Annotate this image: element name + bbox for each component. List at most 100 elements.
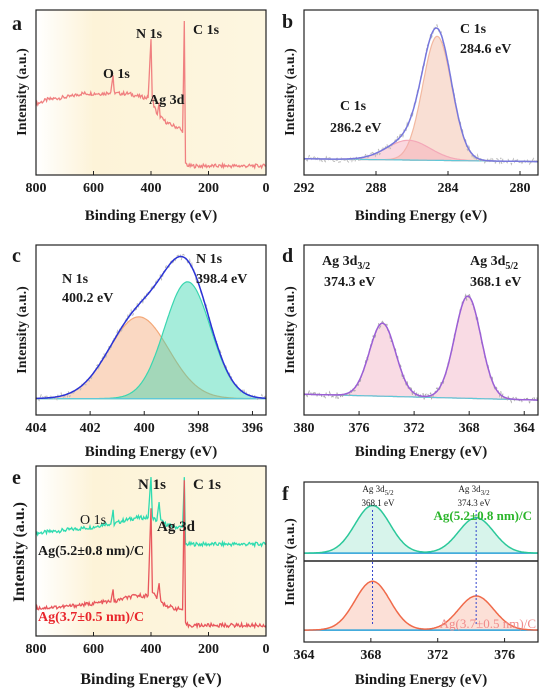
panel-f-fill-1 xyxy=(304,581,538,631)
panel-e-ylabel: Intensity (a.u.) xyxy=(11,502,28,602)
panel-a-annotation-n1s: N 1s xyxy=(136,27,163,42)
panel-d-letter: d xyxy=(282,245,293,267)
panel-a-tick-label: 200 xyxy=(198,181,219,196)
panel-c-frame xyxy=(35,244,267,416)
panel-d: d Intensity (a.u.) Binding Energy (eV) 3… xyxy=(282,244,539,460)
panel-e-tick-label: 0 xyxy=(263,642,270,657)
panel-f-annotation-ag3d52: Ag 3d5/2 xyxy=(362,484,394,497)
panel-d-raw-data xyxy=(303,291,539,404)
panel-d-plot xyxy=(303,291,539,404)
panel-e-tick-label: 200 xyxy=(198,642,219,657)
panel-e-letter: e xyxy=(12,467,21,489)
panel-a-xticks: 800 600 400 200 0 xyxy=(26,171,270,196)
panel-d-annotation-ag3d52: Ag 3d5/2 xyxy=(470,254,518,272)
panel-b-envelope xyxy=(304,27,538,163)
panel-b-xticks: 292 288 284 280 xyxy=(294,171,531,196)
panel-d-annotation-3743: 374.3 eV xyxy=(324,275,375,290)
panel-c-xlabel: Binding Energy (eV) xyxy=(85,444,218,460)
panel-a-annotation-o1s: O 1s xyxy=(103,67,130,82)
panel-e-annotation-ag3d: Ag 3d xyxy=(157,519,196,535)
panel-b-plot xyxy=(303,24,539,166)
panel-f-annotation-3681: 368.1 eV xyxy=(362,498,395,508)
panel-d-peak-1 xyxy=(303,295,538,401)
panel-e-tick-label: 400 xyxy=(141,642,162,657)
panel-c-tick-label: 404 xyxy=(26,421,47,436)
panel-d-frame xyxy=(303,244,539,416)
panel-a-series-0 xyxy=(35,20,266,170)
panel-c-tick-label: 398 xyxy=(188,421,209,436)
panel-f-letter: f xyxy=(282,483,289,505)
panel-d-annotation-3681: 368.1 eV xyxy=(470,275,521,290)
panel-b: b Intensity (a.u.) Binding Energy (eV) 2… xyxy=(282,9,539,224)
panel-c-plot xyxy=(35,253,267,402)
panel-e-annotation-c1s: C 1s xyxy=(193,477,221,493)
panel-b-tick-label: 288 xyxy=(366,181,387,196)
panel-a-background xyxy=(36,10,266,175)
panel-e-label-52nm: Ag(5.2±0.8 nm)/C xyxy=(38,544,144,559)
panel-c-annotation-n1s-right: N 1s xyxy=(196,252,223,267)
panel-f-annotation-ag3d32: Ag 3d3/2 xyxy=(458,484,490,497)
panel-e-tick-label: 600 xyxy=(83,642,104,657)
panel-a-letter: a xyxy=(12,13,22,35)
panel-d-peak-0 xyxy=(303,322,538,401)
panel-b-annotation-c1s-main: C 1s xyxy=(460,22,487,37)
panel-a-plot xyxy=(35,20,266,170)
panel-b-letter: b xyxy=(282,11,293,33)
panel-c-tick-label: 400 xyxy=(134,421,155,436)
panel-f-fill-0 xyxy=(304,505,538,554)
panel-c-tick-label: 396 xyxy=(242,421,263,436)
panel-e-annotation-n1s: N 1s xyxy=(138,477,166,493)
panel-a-tick-label: 800 xyxy=(26,181,47,196)
panel-e: e Intensity (a.u.) Binding Energy (eV) 8… xyxy=(11,465,270,688)
panel-b-tick-label: 280 xyxy=(510,181,531,196)
panel-c-letter: c xyxy=(12,245,21,267)
panel-f-ylabel: Intensity (a.u.) xyxy=(283,518,298,606)
panel-f-tick-label: 368 xyxy=(360,648,381,663)
panel-f-tick-label: 372 xyxy=(427,648,448,663)
panel-c: c Intensity (a.u.) Binding Energy (eV) 4… xyxy=(12,244,267,460)
panel-a-xlabel: Binding Energy (eV) xyxy=(85,208,218,224)
panel-c-annotation-3984: 398.4 eV xyxy=(196,272,247,287)
panel-f-label-37nm: Ag(3.7±0.5 nm)/C xyxy=(440,616,536,631)
panel-e-label-37nm: Ag(3.7±0.5 nm)/C xyxy=(38,610,144,625)
panel-e-annotation-o1s: O 1s xyxy=(80,513,106,528)
panel-b-frame xyxy=(303,9,539,176)
panel-d-tick-label: 376 xyxy=(349,421,370,436)
panel-d-xlabel: Binding Energy (eV) xyxy=(355,444,488,460)
panel-c-annotation-n1s-left: N 1s xyxy=(62,272,89,287)
panel-b-tick-label: 284 xyxy=(438,181,459,196)
panel-a: a Intensity (a.u.) Binding Energy (eV) 8… xyxy=(12,9,270,224)
panel-b-annotation-c1s-small: C 1s xyxy=(340,99,367,114)
panel-a-annotation-ag3d: Ag 3d xyxy=(149,93,185,108)
panel-b-xlabel: Binding Energy (eV) xyxy=(355,208,488,224)
panel-d-tick-label: 364 xyxy=(514,421,535,436)
panel-c-tick-label: 402 xyxy=(80,421,101,436)
panel-b-ylabel: Intensity (a.u.) xyxy=(283,48,298,136)
panel-f-xlabel: Binding Energy (eV) xyxy=(355,672,488,688)
panel-c-annotation-4002: 400.2 eV xyxy=(62,291,113,306)
panel-a-tick-label: 600 xyxy=(83,181,104,196)
panel-b-annotation-2846: 284.6 eV xyxy=(460,42,511,57)
panel-d-xticks: 380 376 372 368 364 xyxy=(294,411,535,436)
panel-d-tick-label: 368 xyxy=(459,421,480,436)
panel-d-annotation-ag3d32: Ag 3d3/2 xyxy=(322,254,370,272)
panel-f-label-52nm: Ag(5.2±0.8 nm)/C xyxy=(434,508,533,523)
panel-e-xticks: 800 600 400 200 0 xyxy=(26,632,270,657)
panel-c-envelope xyxy=(36,255,267,400)
panel-d-tick-label: 372 xyxy=(404,421,425,436)
panel-e-xlabel: Binding Energy (eV) xyxy=(80,671,221,688)
panel-d-envelope xyxy=(303,295,538,401)
panel-e-plot xyxy=(35,477,267,630)
panel-e-series-1 xyxy=(35,480,267,630)
panel-b-tick-label: 292 xyxy=(294,181,315,196)
panel-e-tick-label: 800 xyxy=(26,642,47,657)
panel-d-ylabel: Intensity (a.u.) xyxy=(283,286,298,374)
panel-b-annotation-2862: 286.2 eV xyxy=(330,121,381,136)
panel-f-plot xyxy=(304,504,539,631)
panel-e-series-0 xyxy=(35,477,266,549)
panel-f-tick-label: 376 xyxy=(494,648,515,663)
panel-f-tick-label: 364 xyxy=(294,648,315,663)
panel-a-ylabel: Intensity (a.u.) xyxy=(15,48,30,136)
panel-c-xticks: 404 402 400 398 396 xyxy=(26,411,263,436)
